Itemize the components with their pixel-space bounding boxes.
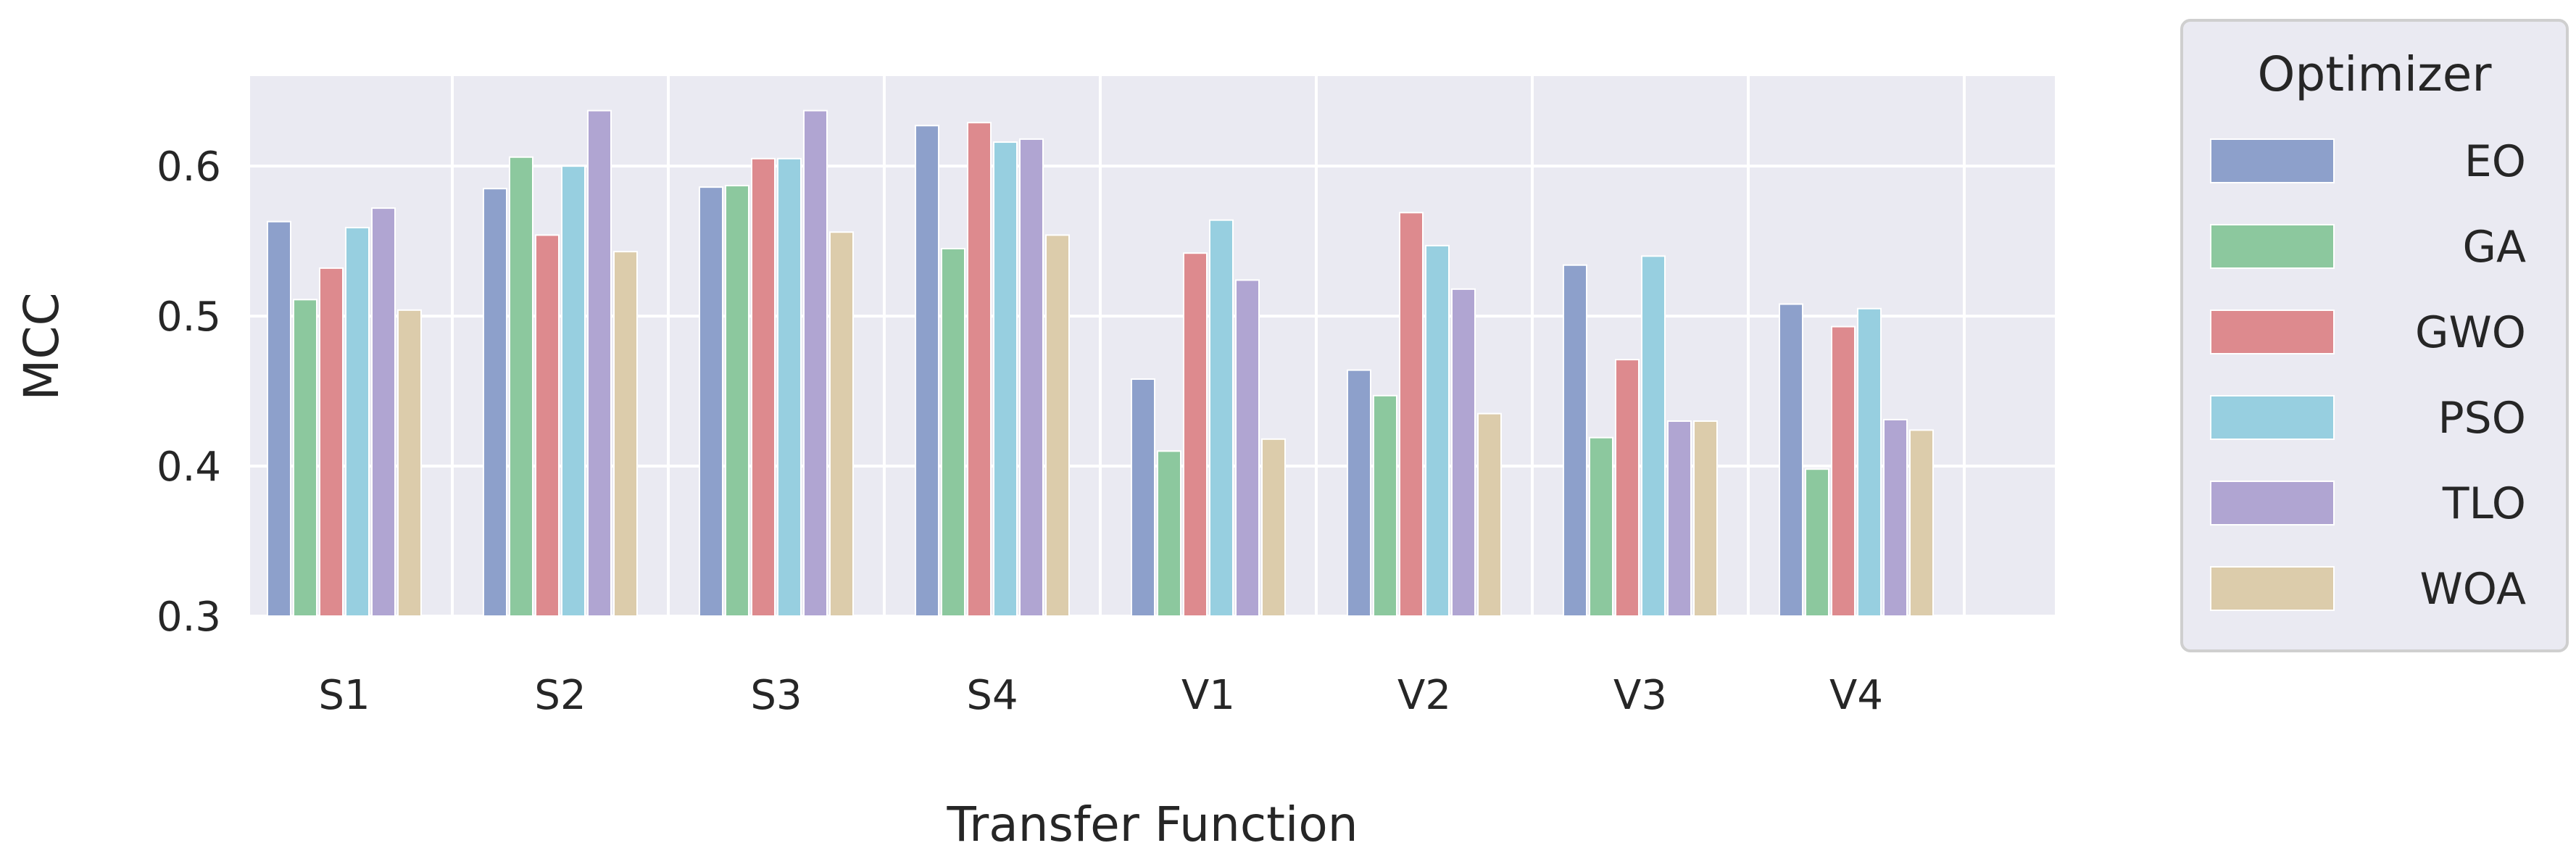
- bar-eo-v4: [1779, 303, 1803, 617]
- legend-label-tlo: TLO: [2442, 478, 2526, 529]
- bar-eo-s3: [699, 186, 723, 617]
- bar-tlo-s2: [587, 109, 612, 617]
- bar-tlo-s3: [803, 109, 828, 617]
- bar-ga-v2: [1373, 394, 1397, 618]
- bar-eo-s1: [267, 220, 291, 618]
- legend-title: Optimizer: [2257, 46, 2492, 102]
- bar-eo-s2: [483, 188, 507, 618]
- x-tick-label: S3: [750, 672, 802, 719]
- x-tick-label: V4: [1829, 672, 1883, 719]
- bar-ga-s2: [509, 156, 533, 617]
- bar-woa-v2: [1477, 412, 1502, 617]
- legend-swatch-tlo: [2210, 481, 2335, 526]
- bar-gwo-s3: [751, 157, 776, 617]
- x-tick-label: V2: [1397, 672, 1451, 719]
- legend-label-ga: GA: [2462, 222, 2526, 273]
- bar-pso-s3: [777, 157, 802, 617]
- bar-tlo-v1: [1235, 279, 1260, 617]
- x-tick-label: S4: [966, 672, 1018, 719]
- y-axis-label: MCC: [14, 292, 70, 400]
- bar-gwo-v1: [1183, 252, 1208, 617]
- bar-pso-v3: [1641, 255, 1666, 617]
- legend-label-pso: PSO: [2438, 393, 2527, 444]
- bar-tlo-s1: [371, 207, 396, 618]
- bar-eo-v1: [1131, 378, 1155, 617]
- bar-tlo-s4: [1019, 138, 1044, 617]
- bar-pso-s1: [345, 227, 370, 617]
- legend-label-eo: EO: [2464, 136, 2526, 187]
- bar-pso-s2: [561, 165, 586, 617]
- bar-gwo-s4: [967, 122, 992, 617]
- bar-pso-v2: [1425, 244, 1450, 617]
- bar-gwo-v2: [1399, 212, 1424, 617]
- legend-swatch-eo: [2210, 138, 2335, 183]
- bar-tlo-v4: [1883, 418, 1908, 617]
- bar-ga-s1: [293, 299, 317, 617]
- legend-swatch-woa: [2210, 566, 2335, 611]
- bar-woa-v3: [1693, 420, 1718, 617]
- legend-swatch-pso: [2210, 395, 2335, 440]
- bar-woa-v4: [1909, 429, 1934, 618]
- x-tick-label: V1: [1181, 672, 1235, 719]
- x-tick-label: V3: [1613, 672, 1667, 719]
- bar-ga-v3: [1589, 436, 1613, 617]
- bar-tlo-v2: [1451, 288, 1476, 617]
- bar-woa-s1: [397, 309, 422, 617]
- legend-items: EO GA GWO PSO TLO WOA: [2210, 136, 2527, 615]
- y-tick-label: 0.6: [157, 144, 221, 191]
- bar-pso-v1: [1209, 219, 1234, 617]
- bar-ga-v4: [1805, 468, 1829, 618]
- bar-tlo-v3: [1667, 420, 1692, 617]
- bar-woa-s3: [829, 231, 854, 617]
- y-tick-labels: 0.3 0.4 0.5 0.6: [157, 144, 221, 641]
- legend-label-woa: WOA: [2419, 564, 2526, 615]
- legend-label-gwo: GWO: [2415, 307, 2526, 358]
- bar-eo-v3: [1563, 264, 1587, 617]
- bar-pso-s4: [993, 141, 1018, 618]
- bar-eo-v2: [1347, 369, 1371, 617]
- x-tick-label: S2: [534, 672, 586, 719]
- bar-gwo-s1: [319, 267, 344, 617]
- x-tick-label: S1: [318, 672, 370, 719]
- bar-pso-v4: [1857, 307, 1882, 617]
- bar-woa-s4: [1045, 234, 1070, 618]
- bar-gwo-s2: [535, 234, 560, 618]
- y-tick-label: 0.5: [157, 294, 221, 341]
- legend-swatch-gwo: [2210, 310, 2335, 354]
- bars: [267, 109, 1934, 618]
- bar-woa-s2: [613, 251, 638, 617]
- bar-gwo-v4: [1831, 325, 1856, 617]
- legend: Optimizer EO GA GWO PSO TLO WOA: [2180, 19, 2569, 652]
- legend-swatch-ga: [2210, 224, 2335, 269]
- bar-ga-v1: [1157, 450, 1181, 617]
- bar-ga-s3: [725, 185, 749, 617]
- bar-woa-v1: [1261, 438, 1286, 617]
- bar-ga-s4: [941, 247, 965, 617]
- y-tick-label: 0.4: [157, 444, 221, 491]
- bar-eo-s4: [915, 125, 939, 617]
- bar-gwo-v3: [1615, 359, 1640, 617]
- x-tick-labels: S1 S2 S3 S4 V1 V2 V3 V4: [318, 672, 1883, 719]
- x-axis-label: Transfer Function: [946, 797, 1358, 852]
- y-tick-label: 0.3: [157, 594, 221, 641]
